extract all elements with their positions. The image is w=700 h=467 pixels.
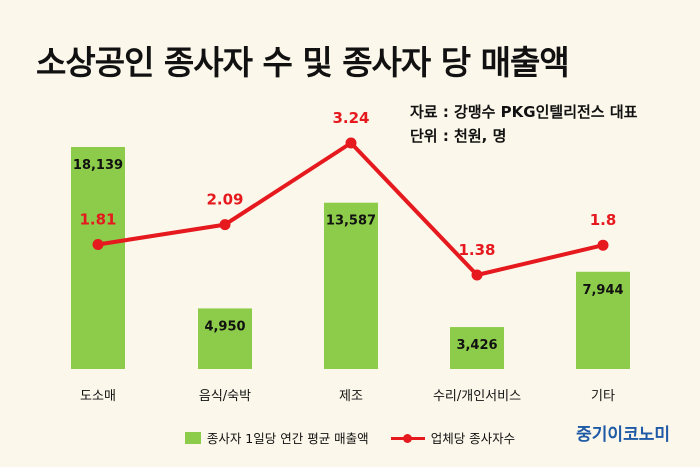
line-value-label: 1.38 <box>458 241 495 259</box>
line-point <box>92 238 104 250</box>
line-point <box>471 269 483 281</box>
bar <box>198 308 252 369</box>
unit-line: 단위 : 천원, 명 <box>410 127 507 145</box>
bar <box>576 271 630 369</box>
line-value-label: 2.09 <box>206 191 243 209</box>
line-point <box>345 137 357 149</box>
line-point <box>597 239 609 251</box>
line-value-label: 3.24 <box>332 109 369 127</box>
legend-item-line: 업체당 종사자수 <box>390 428 516 447</box>
bar-value-label: 7,944 <box>582 283 623 298</box>
brand-logo: 중기이코노미 <box>576 425 670 445</box>
bar <box>71 147 125 369</box>
legend-line-swatch <box>390 432 425 444</box>
legend-bar-label: 종사자 1일당 연간 평균 매출액 <box>206 431 369 446</box>
line-point <box>219 219 231 231</box>
legend-item-bar: 종사자 1일당 연간 평균 매출액 <box>184 428 369 447</box>
source-note: 자료 : 강맹수 PKG인텔리전스 대표 단위 : 천원, 명 <box>410 100 637 148</box>
bar <box>450 327 504 369</box>
legend-line-label: 업체당 종사자수 <box>430 431 516 446</box>
chart-title: 소상공인 종사자 수 및 종사자 당 매출액 <box>36 43 570 82</box>
x-tick-label: 수리/개인서비스 <box>433 389 521 404</box>
bar <box>324 202 378 369</box>
bar-value-label: 13,587 <box>326 214 376 229</box>
line-value-label: 1.81 <box>79 210 116 228</box>
line-value-label: 1.8 <box>590 211 617 229</box>
bar-value-label: 3,426 <box>456 338 497 353</box>
bar-value-label: 4,950 <box>204 319 245 334</box>
legend-bar-swatch <box>184 431 201 444</box>
x-tick-label: 제조 <box>339 389 363 404</box>
source-line: 자료 : 강맹수 PKG인텔리전스 대표 <box>410 103 638 121</box>
x-tick-label: 기타 <box>591 389 615 404</box>
legend: 종사자 1일당 연간 평균 매출액 업체당 종사자수 <box>0 428 700 447</box>
bar-value-label: 18,139 <box>73 158 123 173</box>
x-tick-label: 도소매 <box>80 389 116 404</box>
x-tick-label: 음식/숙박 <box>199 389 251 404</box>
